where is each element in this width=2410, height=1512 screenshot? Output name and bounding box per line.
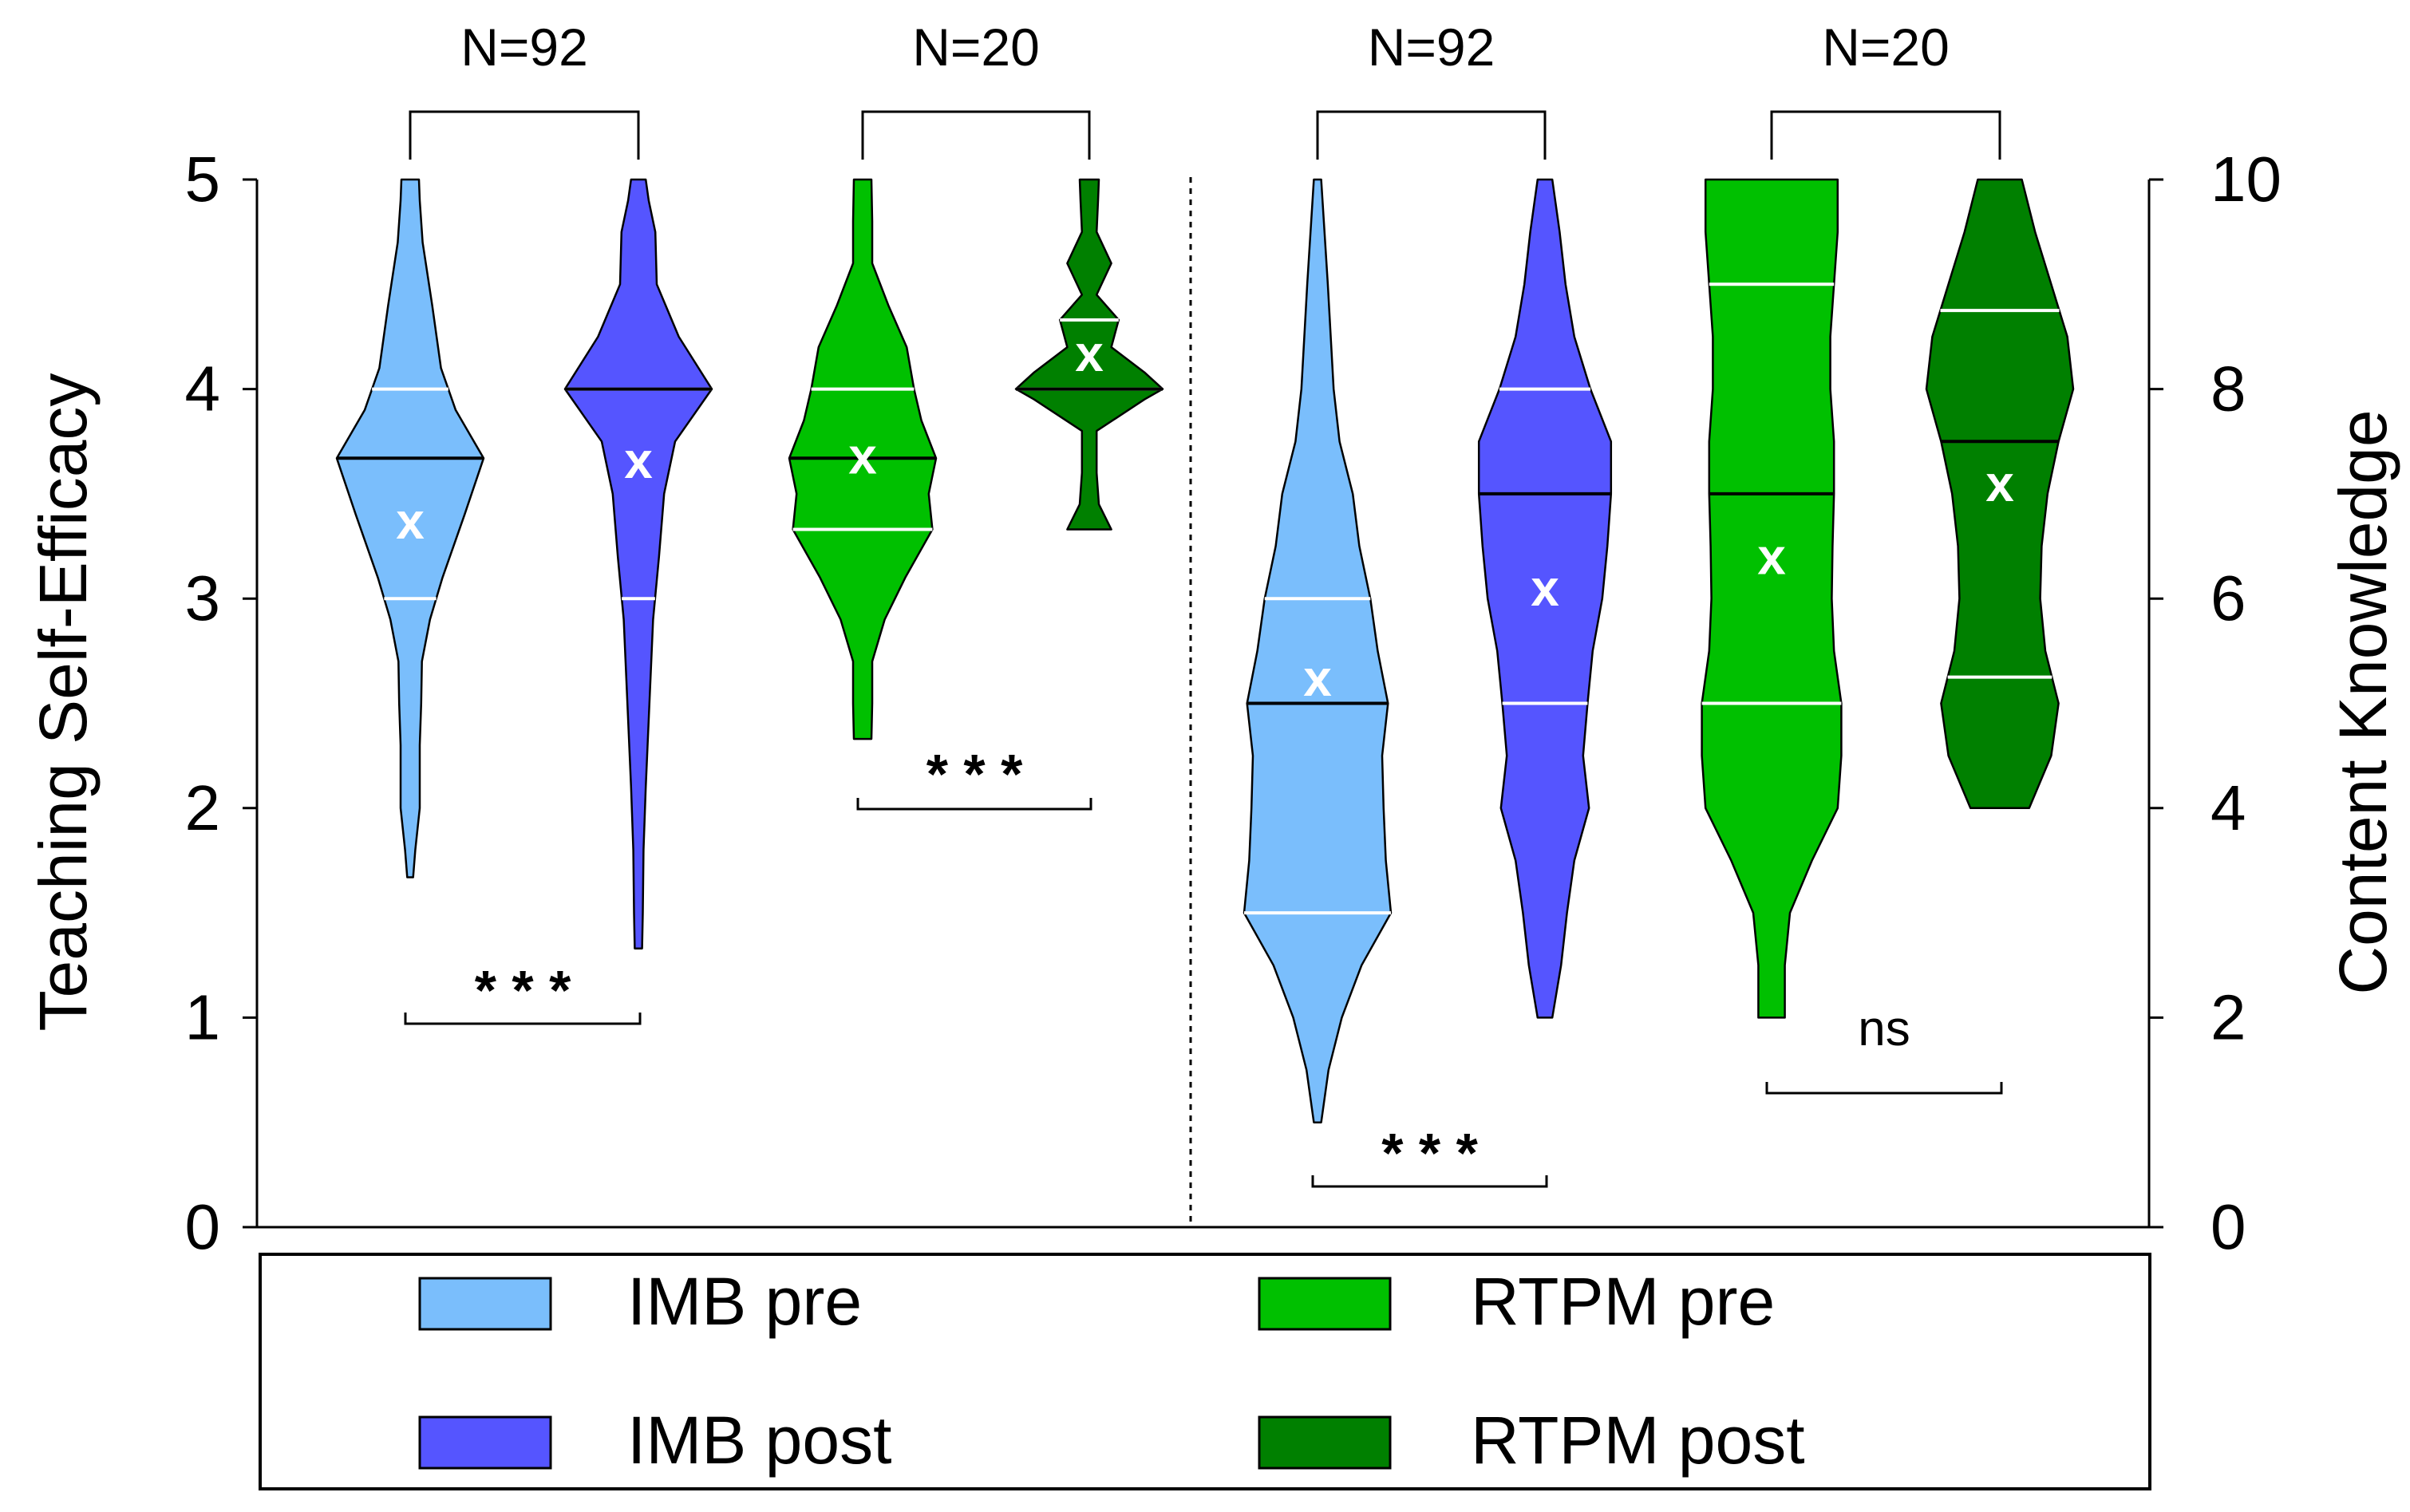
mean-marker: x [624,432,653,489]
legend-label-rtpm-post: RTPM post [1471,1403,1805,1478]
violins: x x x x x x x x [335,178,2075,1123]
violin-body [1701,178,1843,1019]
violin-rtpm-pre-right: x [1701,178,1843,1019]
comparison-brackets: N=92 * * * N=20 * * * N=92 * * * N=20 ns [404,18,2003,1188]
violin-body [1925,178,2075,810]
legend: IMB pre RTPM pre IMB post RTPM post [259,1253,2151,1490]
left-axis: 0 1 2 3 4 5 Teaching Self-Efficacy [26,144,259,1262]
comparison-1: N=92 * * * [404,18,642,1025]
n-label: N=92 [1368,18,1495,77]
legend-swatch-imb-pre [418,1277,552,1331]
n-label: N=20 [912,18,1040,77]
mean-marker: x [1075,325,1104,382]
violin-rtpm-post-left: x [1014,178,1164,531]
significance-label: * * * [1381,1122,1478,1184]
violin-rtpm-post-right: x [1925,178,2075,810]
right-tick-label: 2 [2210,981,2246,1052]
violin-body [335,178,485,878]
left-tick-label: 5 [185,144,221,215]
legend-swatch-imb-post [418,1415,552,1470]
mean-marker: x [1303,649,1332,707]
violin-body [1014,178,1164,531]
significance-label: ns [1858,1001,1910,1056]
right-axis: 0 2 4 6 8 10 Content Knowledge [2147,144,2400,1262]
legend-swatch-rtpm-pre [1258,1277,1392,1331]
n-bracket [1316,110,1547,160]
violin-body [563,178,713,949]
right-axis-ticks: 0 2 4 6 8 10 [2149,144,2282,1262]
n-label: N=20 [1822,18,1950,77]
legend-label-imb-pre: IMB pre [627,1264,862,1339]
right-tick-label: 4 [2210,772,2246,843]
violin-imb-pre-left: x [335,178,485,878]
right-axis-title: Content Knowledge [2325,409,2400,994]
mean-marker: x [1757,528,1786,586]
left-axis-title: Teaching Self-Efficacy [26,373,101,1032]
significance-label: * * * [475,959,571,1021]
mean-marker: x [1531,559,1559,617]
significance-bracket [856,798,1092,811]
left-tick-label: 2 [185,772,221,843]
left-tick-label: 0 [185,1191,221,1262]
significance-bracket [404,1013,642,1025]
left-tick-label: 1 [185,981,221,1052]
n-label: N=92 [460,18,588,77]
right-tick-label: 10 [2210,144,2282,215]
violin-imb-post-right: x [1477,178,1613,1019]
mean-marker: x [396,492,425,550]
violin-rtpm-pre-left: x [788,178,938,740]
legend-label-imb-post: IMB post [627,1403,891,1478]
legend-swatch-rtpm-post [1258,1415,1392,1470]
violin-body [1243,178,1393,1123]
significance-label: * * * [926,743,1023,805]
mean-marker: x [1985,455,2014,512]
n-bracket [1770,110,2001,160]
mean-marker: x [848,428,877,485]
violin-imb-post-left: x [563,178,713,949]
comparison-2: N=20 * * * [856,18,1092,811]
significance-bracket [1311,1175,1548,1188]
right-tick-label: 6 [2210,563,2246,634]
right-tick-label: 8 [2210,353,2246,424]
n-bracket [861,110,1091,160]
comparison-3: N=92 * * * [1311,18,1548,1188]
violin-imb-pre-right: x [1243,178,1393,1123]
left-axis-ticks: 0 1 2 3 4 5 [185,144,257,1262]
left-tick-label: 4 [185,353,221,424]
legend-frame [259,1253,2151,1490]
right-tick-label: 0 [2210,1191,2246,1262]
legend-label-rtpm-pre: RTPM pre [1471,1264,1775,1339]
n-bracket [409,110,640,160]
significance-bracket [1765,1082,2003,1095]
left-tick-label: 3 [185,563,221,634]
comparison-4: N=20 ns [1765,18,2003,1095]
